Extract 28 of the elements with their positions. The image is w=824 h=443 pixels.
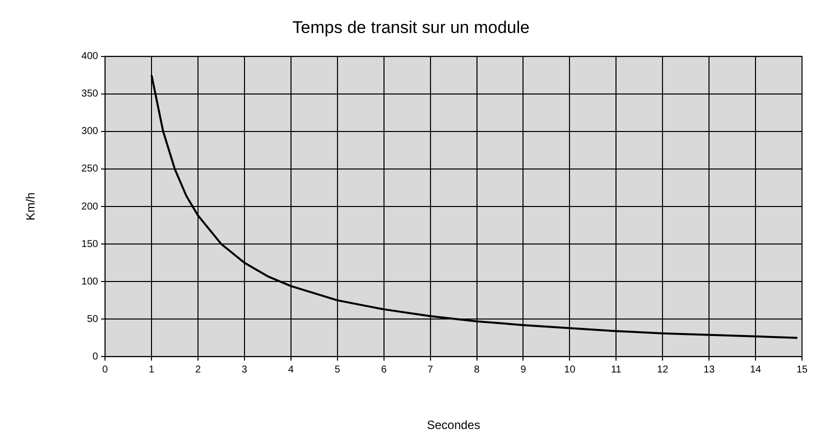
x-tick-label: 11 (610, 364, 622, 376)
x-tick-label: 6 (381, 364, 388, 376)
x-tick-label: 1 (148, 364, 155, 376)
y-tick-label: 150 (81, 238, 99, 250)
x-tick-label: 12 (657, 364, 669, 376)
y-tick-label: 50 (86, 314, 99, 325)
y-tick-label: 200 (81, 201, 99, 212)
x-tick-label: 9 (520, 364, 526, 376)
x-tick-label: 0 (102, 364, 108, 376)
y-axis-title: Km/h (24, 192, 38, 221)
chart-title: Temps de transit sur un module (292, 18, 530, 37)
x-tick-label: 13 (704, 364, 716, 376)
y-tick-label: 400 (81, 51, 99, 62)
x-axis-title: Secondes (426, 418, 480, 432)
y-tick-label: 0 (92, 351, 99, 362)
x-tick-label: 3 (242, 364, 248, 376)
x-tick-label: 2 (195, 364, 202, 376)
x-tick-label: 5 (334, 364, 341, 376)
x-tick-label: 15 (796, 364, 808, 376)
x-tick-label: 7 (428, 364, 434, 376)
y-tick-label: 100 (81, 276, 99, 288)
x-tick-label: 10 (564, 364, 576, 376)
x-tick-label: 4 (288, 364, 294, 376)
x-tick-label: 8 (474, 364, 480, 376)
y-tick-label: 350 (81, 88, 99, 100)
y-tick-label: 250 (81, 164, 99, 175)
y-tick-label: 300 (81, 126, 99, 138)
x-tick-label: 14 (750, 364, 762, 376)
